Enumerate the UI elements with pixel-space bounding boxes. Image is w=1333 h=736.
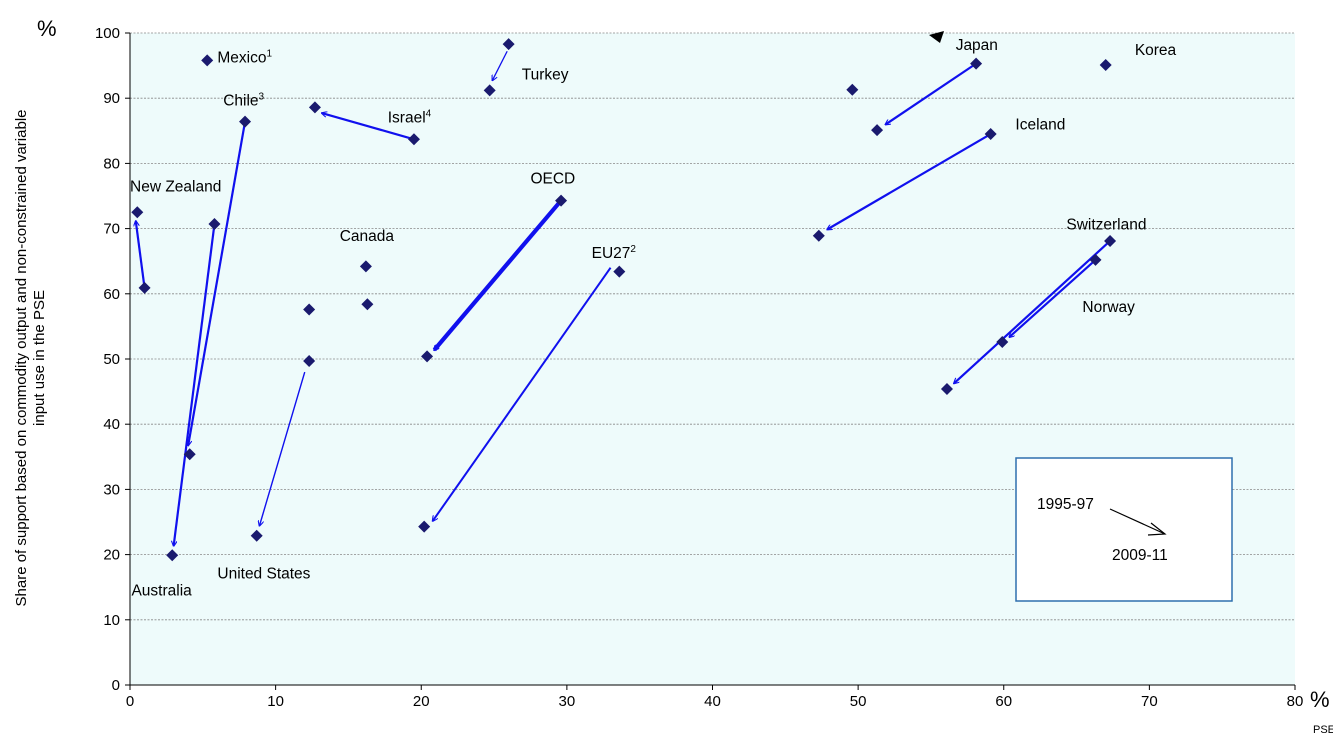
x-unit-sublabel: PSE — [1313, 724, 1333, 736]
y-tick-label: 0 — [112, 677, 120, 694]
change-arrow — [188, 121, 247, 445]
change-arrow — [493, 50, 508, 80]
y-tick-label: 100 — [95, 25, 120, 42]
arrows — [136, 50, 1111, 545]
change-arrow — [828, 133, 992, 229]
data-point-label: Australia — [131, 583, 192, 600]
points — [131, 38, 1117, 562]
x-tick-label: 50 — [850, 693, 867, 710]
data-point-marker — [421, 350, 434, 363]
x-tick-label: 30 — [559, 693, 576, 710]
data-point-marker — [131, 206, 144, 219]
x-tick-label: 80 — [1287, 693, 1304, 710]
data-point-label: Mexico1 — [217, 48, 272, 66]
data-point-label: Switzerland — [1066, 216, 1146, 233]
y-axis-title: Share of support based on commodity outp… — [13, 110, 48, 607]
data-point-marker — [970, 57, 983, 70]
x-tick-label: 40 — [704, 693, 721, 710]
change-arrow — [260, 371, 306, 525]
data-point-marker — [483, 84, 496, 97]
data-point-marker — [1099, 58, 1112, 71]
x-tick-label: 60 — [995, 693, 1012, 710]
data-point-marker — [303, 354, 316, 367]
x-tick-label: 0 — [126, 693, 134, 710]
data-point-marker — [166, 549, 179, 562]
data-point-label: OECD — [530, 171, 575, 188]
x-unit-label: % — [1310, 687, 1330, 712]
data-point-marker — [359, 260, 372, 273]
data-point-marker — [984, 128, 997, 141]
data-point-label: Chile3 — [223, 91, 264, 109]
y-tick-label: 60 — [103, 286, 120, 303]
legend-arrowhead-icon — [1147, 522, 1167, 536]
data-point-marker — [555, 194, 568, 207]
data-point-marker — [208, 218, 221, 231]
data-point-marker — [871, 124, 884, 137]
y-tick-label: 10 — [103, 612, 120, 629]
point-labels: Mexico1 Turkey Japan Korea Chile3 Israel4 Icel… — [130, 37, 1177, 600]
data-point-marker — [502, 38, 515, 51]
data-point-marker — [201, 54, 214, 67]
x-tick-label: 20 — [413, 693, 430, 710]
legend-to-label: 2009-11 — [1112, 547, 1168, 564]
legend-arrow-icon — [1109, 508, 1166, 535]
data-point-marker — [613, 265, 626, 278]
data-point-marker — [138, 281, 151, 294]
change-arrow — [954, 240, 1111, 383]
y-tick-label: 30 — [103, 481, 120, 498]
data-point-marker — [303, 303, 316, 316]
data-point-label: Turkey — [522, 66, 569, 83]
change-arrow — [322, 113, 415, 141]
data-point-marker — [239, 115, 252, 128]
y-unit-label: % — [37, 16, 57, 41]
y-tick-label: 80 — [103, 155, 120, 172]
data-point-label: Norway — [1082, 299, 1135, 316]
data-point-marker — [1089, 253, 1102, 266]
x-tick-label: 10 — [267, 693, 284, 710]
data-point-label: United States — [217, 566, 310, 583]
y-ticks: 0 10 20 30 40 50 60 70 80 90 100 — [95, 25, 130, 694]
change-arrow — [886, 62, 977, 125]
data-point-marker — [846, 83, 859, 96]
change-arrow — [433, 267, 612, 521]
y-tick-label: 20 — [103, 547, 120, 564]
data-point-label: EU272 — [592, 244, 637, 262]
data-point-label: Korea — [1135, 42, 1177, 59]
data-point-marker — [1104, 234, 1117, 247]
data-point-label: Israel4 — [388, 108, 432, 126]
gridlines — [130, 32, 1295, 621]
legend-from-label: 1995-97 — [1037, 496, 1094, 513]
x-tick-label: 70 — [1141, 693, 1158, 710]
data-point-marker — [996, 336, 1009, 349]
change-arrow — [174, 223, 216, 545]
legend-box — [1015, 457, 1233, 602]
data-point-label: New Zealand — [130, 178, 221, 195]
data-point-marker — [940, 382, 953, 395]
y-tick-label: 50 — [103, 351, 120, 368]
y-tick-label: 70 — [103, 221, 120, 238]
y-tick-label: 40 — [103, 416, 120, 433]
data-point-marker — [407, 133, 420, 146]
data-point-marker — [812, 229, 825, 242]
legend: 1995-97 2009-11 — [1015, 457, 1233, 602]
x-ticks: 0 10 20 30 40 50 60 70 80 — [126, 685, 1304, 710]
data-point-label: Iceland — [1015, 116, 1065, 133]
data-point-label: Canada — [340, 228, 395, 245]
y-tick-label: 90 — [103, 90, 120, 107]
data-point-label: Japan — [956, 37, 998, 54]
change-arrow — [136, 221, 146, 289]
data-point-marker — [418, 520, 431, 533]
y-axis-title-line-2: input use in the PSE — [31, 290, 48, 426]
data-point-marker — [250, 529, 263, 542]
data-point-marker — [361, 298, 374, 311]
change-arrow — [1010, 259, 1097, 337]
data-point-marker — [183, 448, 196, 461]
change-arrow — [432, 199, 563, 350]
data-point-marker — [308, 101, 321, 114]
y-axis-title-line-1: Share of support based on commodity outp… — [13, 110, 30, 607]
offscale-arrowhead-icon — [929, 31, 944, 43]
